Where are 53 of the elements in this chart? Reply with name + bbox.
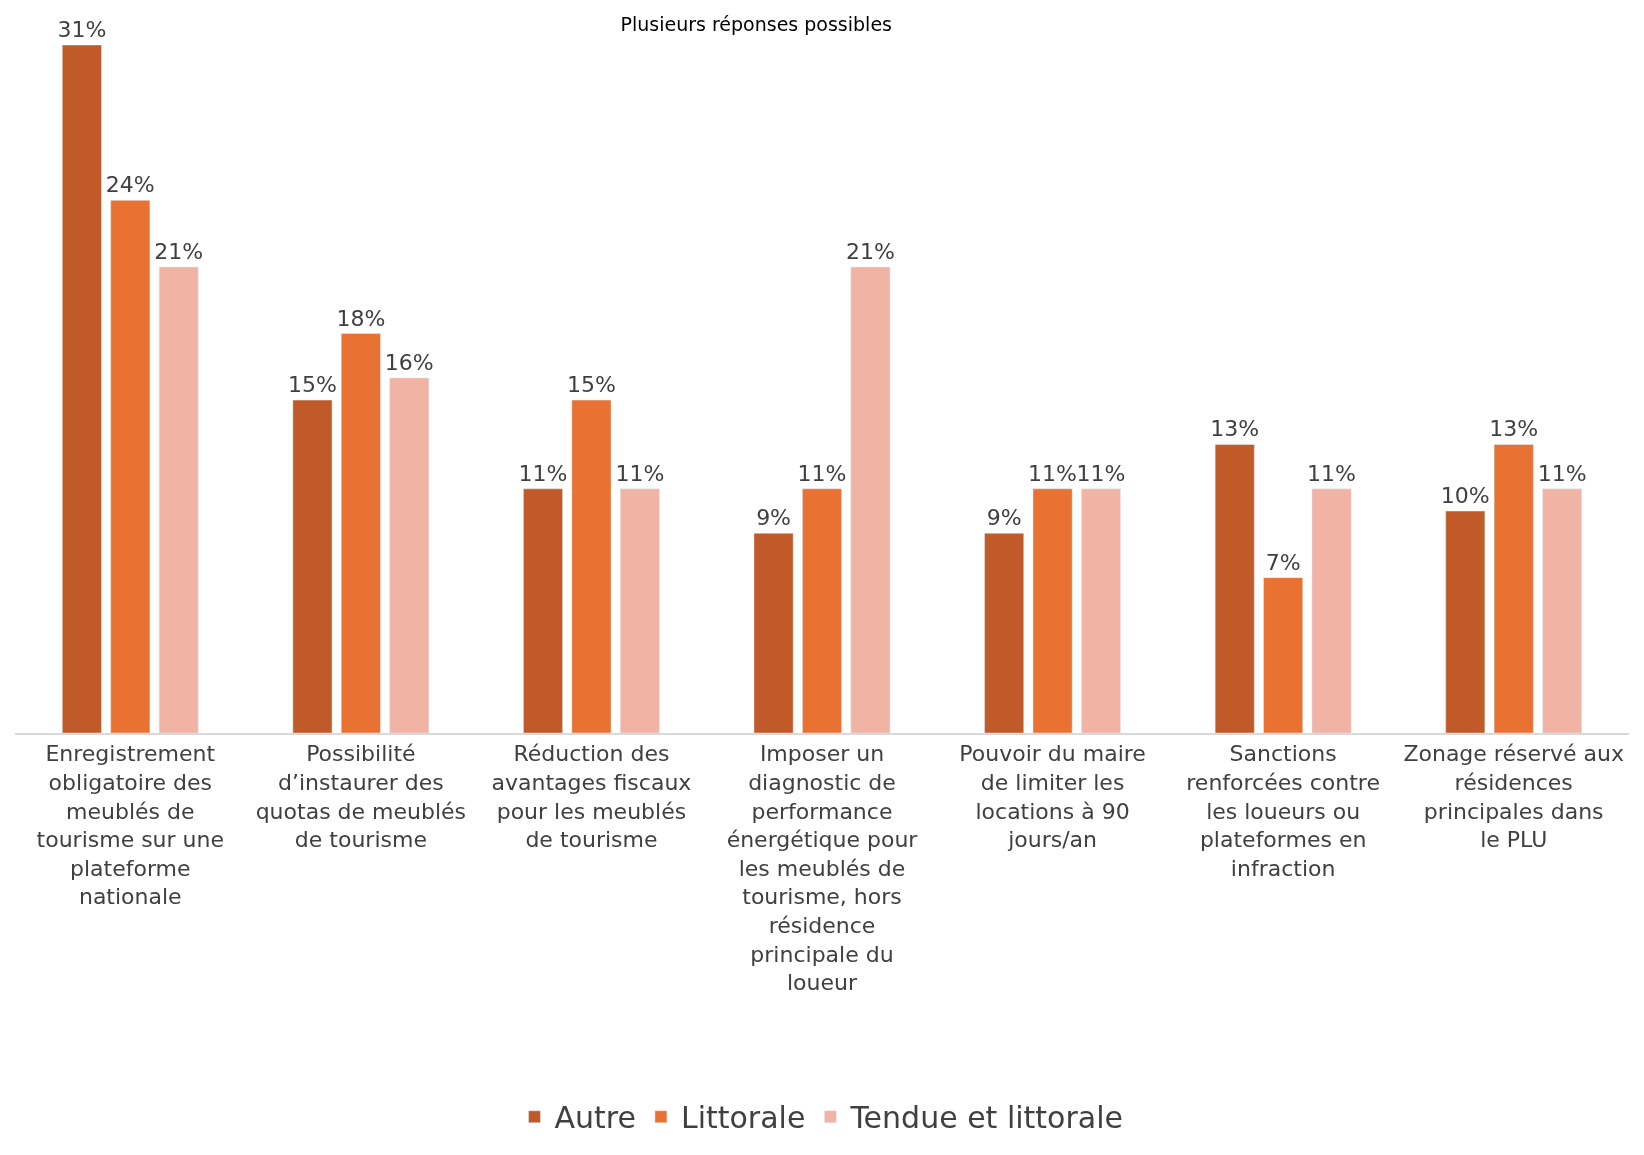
bar	[850, 266, 891, 733]
bar	[1445, 510, 1486, 733]
data-label: 9%	[756, 505, 792, 531]
data-label: 11%	[797, 460, 847, 486]
bar	[1542, 488, 1582, 733]
bar	[1032, 488, 1073, 733]
bar	[341, 333, 381, 733]
bar	[1311, 488, 1352, 733]
bar	[1214, 444, 1255, 733]
x-tick-label: Réduction des avantages fiscaux pour les meublés de tourisme	[491, 741, 692, 853]
data-label: 11%	[1028, 460, 1078, 486]
bar	[620, 488, 660, 733]
data-label: 31%	[57, 17, 107, 42]
data-label: 13%	[1489, 416, 1539, 442]
data-label: 13%	[1210, 416, 1260, 442]
x-tick-label: Pouvoir du maire de limiter les locations à 90 jours/an	[959, 741, 1146, 853]
bar	[62, 45, 102, 733]
data-label: 21%	[154, 238, 204, 264]
x-tick-label: Enregistrement obligatoire des meublés de tourisme sur une plateforme nationale	[36, 741, 225, 910]
chart-title: Plusieurs réponses possibles	[620, 12, 892, 35]
bar	[571, 399, 612, 733]
bar	[523, 488, 563, 733]
data-label: 10%	[1440, 483, 1490, 509]
bar	[753, 533, 794, 733]
data-label: 11%	[518, 460, 568, 486]
x-tick-label: Zonage réservé aux résidences principales dans le PLU	[1403, 741, 1625, 853]
data-label: 7%	[1265, 549, 1301, 575]
data-label: 15%	[566, 372, 616, 398]
bar	[292, 399, 333, 733]
bar	[110, 200, 151, 733]
bar	[389, 377, 430, 733]
data-label: 11%	[1307, 460, 1357, 486]
data-label: 18%	[336, 305, 386, 331]
data-label: 21%	[845, 238, 895, 264]
bar	[1263, 577, 1303, 733]
legend-label: Littorale	[680, 1100, 806, 1136]
data-label: 11%	[615, 460, 665, 486]
bar	[802, 488, 842, 733]
legend-label: Tendue et littorale	[849, 1100, 1123, 1136]
category-label: Imposer un diagnostic de performance énergétique pour les meublés de tourisme, hors résidence principale du loueur	[726, 741, 918, 996]
data-label: 24%	[105, 172, 155, 198]
x-tick-label: Possibilité d’instaurer des quotas de meublés de tourisme	[255, 741, 467, 853]
bar	[1493, 444, 1534, 733]
bar	[984, 533, 1024, 733]
legend-label: Autre	[554, 1100, 636, 1136]
data-label: 15%	[287, 372, 337, 398]
data-label: 9%	[986, 505, 1022, 531]
x-tick-label: Sanctions renforcées contre les loueurs ou plateformes en infraction	[1186, 741, 1380, 881]
bar	[158, 266, 199, 733]
data-label: 16%	[384, 349, 434, 375]
data-label: 11%	[1537, 460, 1587, 486]
bar	[1081, 488, 1121, 733]
data-label: 11%	[1076, 460, 1126, 486]
